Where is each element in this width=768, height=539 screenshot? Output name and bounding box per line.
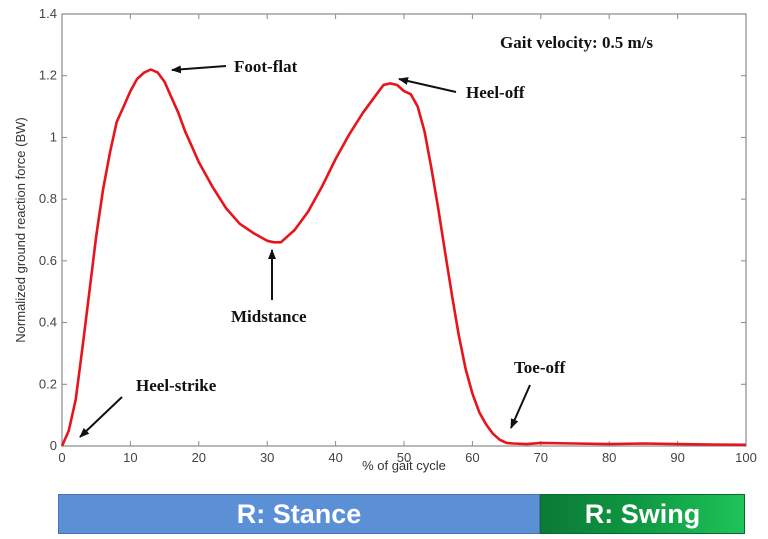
y-axis: 0 0.2 0.4 0.6 0.8 1 1.2 1.4 <box>39 6 746 453</box>
x-tick-label: 30 <box>260 450 274 465</box>
heel-strike-arrow <box>79 396 123 438</box>
y-axis-title: Normalized ground reaction force (BW) <box>13 117 28 342</box>
x-tick-label: 90 <box>670 450 684 465</box>
x-tick-label: 0 <box>58 450 65 465</box>
foot-flat-label: Foot-flat <box>234 57 298 76</box>
heel-strike-label: Heel-strike <box>136 376 217 395</box>
x-axis: 0 10 20 30 40 50 60 70 80 90 100 <box>58 14 757 465</box>
plot-area <box>61 13 747 447</box>
velocity-label: Gait velocity: 0.5 m/s <box>500 33 653 52</box>
stance-phase-bar: R: Stance <box>58 494 540 534</box>
swing-phase-bar: R: Swing <box>540 494 745 534</box>
x-axis-title: % of gait cycle <box>362 458 446 473</box>
x-tick-label: 100 <box>735 450 757 465</box>
foot-flat-arrow <box>171 65 227 74</box>
y-tick-label: 1.2 <box>39 68 57 83</box>
y-tick-label: 1.4 <box>39 6 57 21</box>
x-tick-label: 20 <box>192 450 206 465</box>
y-tick-label: 0 <box>50 438 57 453</box>
y-tick-label: 0.2 <box>39 376 57 391</box>
grf-line <box>60 68 747 447</box>
y-tick-label: 0.6 <box>39 253 57 268</box>
x-tick-label: 50 <box>397 450 411 465</box>
stance-phase-label: R: Stance <box>236 498 362 529</box>
x-tick-label: 60 <box>465 450 479 465</box>
heel-off-arrow <box>398 77 457 93</box>
x-tick-label: 40 <box>328 450 342 465</box>
heel-off-label: Heel-off <box>466 83 525 102</box>
x-tick-label: 80 <box>602 450 616 465</box>
toe-off-arrow <box>510 384 531 429</box>
y-tick-label: 0.4 <box>39 315 57 330</box>
y-tick-label: 1 <box>50 129 57 144</box>
toe-off-label: Toe-off <box>514 358 566 377</box>
y-tick-label: 0.8 <box>39 191 57 206</box>
swing-phase-label: R: Swing <box>584 498 701 529</box>
x-tick-label: 10 <box>123 450 137 465</box>
midstance-label: Midstance <box>231 307 307 326</box>
x-tick-label: 70 <box>534 450 548 465</box>
